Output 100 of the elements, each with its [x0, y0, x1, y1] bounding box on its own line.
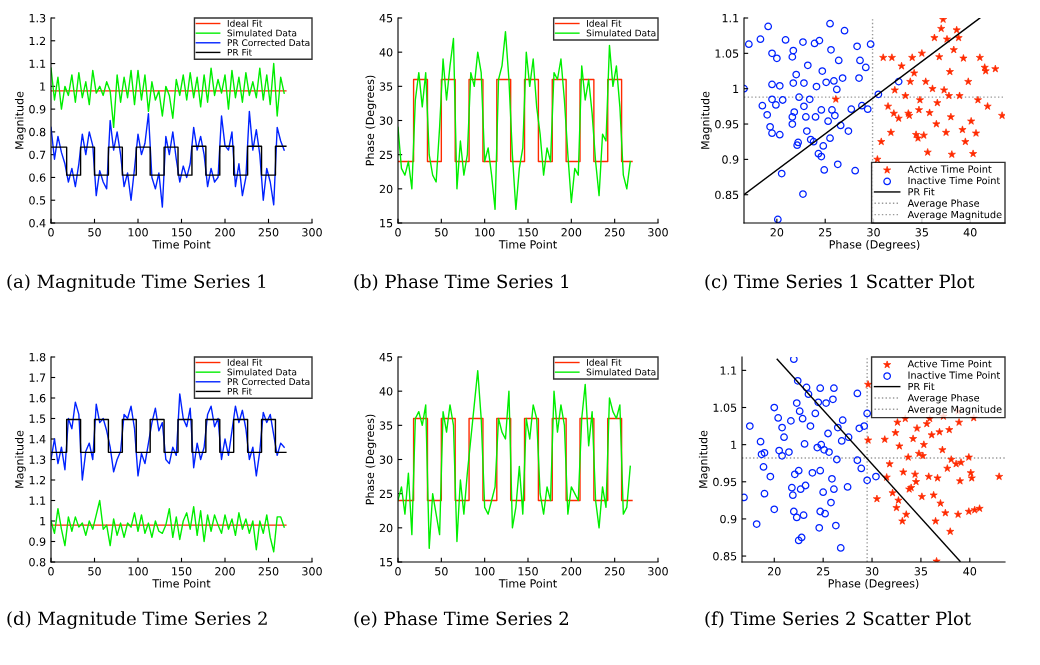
y-tick-label: 0.85 [715, 190, 739, 200]
x-tick-label: 35 [915, 228, 928, 237]
y-tick-label: 1.5 [29, 414, 46, 423]
x-tick-label: 250 [258, 567, 279, 576]
x-tick-label: 150 [518, 228, 538, 237]
y-tick-label: 1.1 [720, 366, 737, 375]
x-tick-label: 150 [172, 228, 192, 237]
y-tick-label: 1 [733, 84, 739, 93]
x-tick-label: 150 [172, 567, 192, 576]
text: (f) Time Series 2 Scatter Plot [705, 611, 971, 628]
y-tick-label: 1.4 [29, 435, 46, 444]
legend-label: PR Fit [227, 48, 252, 56]
x-tick-label: 0 [395, 228, 401, 237]
y-tick-label: 35 [379, 421, 393, 430]
x-tick-label: 50 [88, 567, 101, 576]
y-tick-label: 0.95 [713, 477, 737, 487]
y-tick-label: 0.9 [720, 514, 737, 524]
legend-label: Ideal Fit [227, 358, 263, 366]
legend-label: PR Fit [908, 187, 935, 196]
x-tick-label: 25 [816, 567, 830, 576]
y-tick-label: 1.1 [722, 14, 739, 23]
x-tick-label: 25 [818, 228, 832, 237]
x-tick-label: 100 [128, 228, 148, 237]
y-tick-label: 0.8 [29, 127, 46, 137]
y-tick-label: 15 [380, 558, 393, 567]
y-tick-label: 0.9 [29, 537, 46, 546]
y-tick-label: 1.3 [29, 455, 46, 464]
y-tick-label: 20 [379, 523, 393, 533]
x-tick-label: 200 [215, 228, 235, 237]
x-axis-title: Phase (Degrees) [828, 579, 919, 590]
y-tick-label: 1.1 [29, 59, 46, 68]
x-tick-label: 300 [302, 567, 322, 576]
y-axis-title: Phase (Degrees) [365, 414, 377, 505]
y-tick-label: 1.2 [29, 475, 46, 485]
y-tick-label: 1.7 [29, 373, 46, 382]
x-tick-label: 100 [475, 228, 495, 237]
y-axis-title: Magnitude [700, 91, 712, 149]
legend-label: PR Corrected Data [227, 378, 310, 386]
y-tick-label: 40 [379, 387, 393, 396]
legend-label: Simulated Data [227, 29, 297, 37]
y-tick-label: 1.1 [29, 496, 46, 505]
y-tick-label: 0.95 [715, 120, 739, 129]
x-axis-title: Time Point [152, 240, 211, 249]
y-tick-label: 1 [40, 517, 46, 526]
legend-label: Simulated Data [227, 368, 297, 376]
x-tick-label: 0 [48, 228, 54, 237]
legend-label: Ideal Fit [587, 19, 622, 27]
y-tick-label: 25 [379, 150, 393, 160]
y-tick-label: 0.4 [29, 218, 46, 228]
x-tick-label: 200 [561, 567, 582, 576]
x-tick-label: 20 [768, 567, 781, 576]
x-tick-label: 100 [128, 567, 148, 576]
x-tick-label: 40 [963, 567, 977, 576]
y-tick-label: 0.85 [713, 552, 737, 561]
y-axis-title: Phase (Degrees) [365, 75, 377, 166]
legend-label: Inactive Time Point [908, 176, 1001, 185]
y-tick-label: 40 [379, 48, 393, 57]
ref-line-label: Average Phase [907, 199, 980, 209]
y-tick-label: 30 [379, 116, 393, 125]
x-axis-title: Time Point [498, 579, 557, 588]
text: (e) Phase Time Series 2 [354, 611, 568, 628]
legend-label: Inactive Time Point [908, 371, 1001, 379]
x-axis-title: Phase (Degrees) [829, 240, 920, 251]
x-axis-title: Time Point [498, 240, 557, 249]
legend-label: Average Magnitude [907, 405, 1002, 415]
x-tick-label: 200 [561, 228, 582, 237]
y-tick-label: 1.6 [29, 393, 46, 403]
x-tick-label: 30 [867, 228, 880, 237]
x-tick-label: 50 [88, 228, 101, 237]
y-tick-label: 20 [379, 184, 393, 194]
y-tick-label: 1.3 [29, 13, 46, 23]
text: (a) Magnitude Time Series 1 [7, 274, 266, 292]
y-tick-label: 0.7 [29, 150, 46, 160]
x-tick-label: 0 [395, 567, 401, 576]
y-tick-label: 1.05 [713, 403, 737, 412]
legend-label: PR Corrected Data [227, 39, 310, 47]
legend-label: Active Time Point [907, 165, 992, 173]
y-tick-label: 1.8 [29, 352, 46, 362]
legend-label: Ideal Fit [587, 358, 622, 366]
y-tick-label: 1 [731, 440, 737, 449]
x-tick-label: 50 [435, 228, 448, 237]
x-tick-label: 250 [604, 228, 625, 237]
legend-label: Active Time Point [907, 359, 992, 368]
y-tick-label: 45 [379, 14, 393, 23]
legend-label: Average Magnitude [907, 210, 1002, 221]
x-tick-label: 250 [258, 228, 279, 237]
legend-label: PR Fit [908, 382, 935, 391]
y-tick-label: 45 [379, 353, 393, 362]
x-tick-label: 50 [435, 567, 448, 576]
y-tick-label: 0.9 [29, 105, 46, 114]
x-tick-label: 300 [648, 228, 668, 237]
y-tick-label: 1.2 [29, 36, 46, 45]
x-tick-label: 300 [302, 228, 322, 237]
legend-label: PR Fit [227, 387, 252, 395]
x-tick-label: 35 [914, 567, 928, 576]
x-axis-title: Time Point [152, 579, 211, 588]
legend-label: Simulated Data [586, 368, 656, 376]
x-tick-label: 250 [604, 567, 625, 576]
x-tick-label: 0 [48, 567, 54, 576]
y-axis-title: Magnitude [14, 91, 26, 149]
